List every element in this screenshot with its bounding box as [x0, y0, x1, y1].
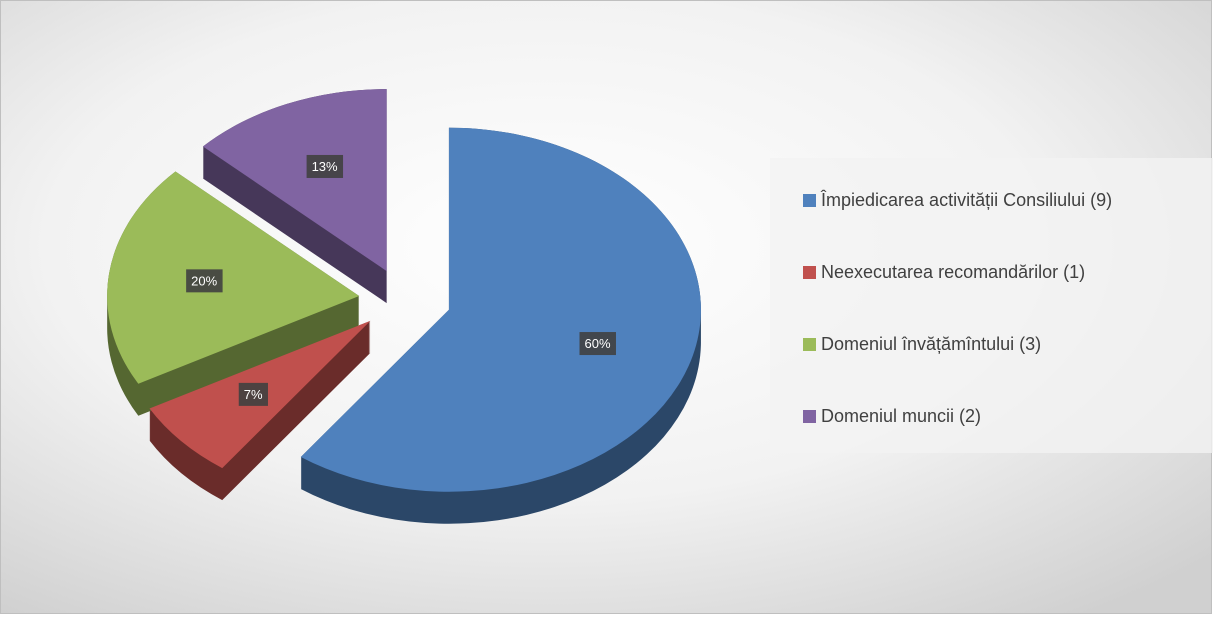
- data-label: 20%: [191, 273, 217, 288]
- data-labels: 60% 7% 20% 13%: [186, 154, 616, 406]
- legend-swatch: [803, 266, 816, 279]
- legend-label: Domeniul muncii (2): [821, 406, 981, 426]
- data-label: 7%: [244, 387, 263, 402]
- legend-swatch: [803, 338, 816, 351]
- slice: [300, 127, 701, 492]
- legend-swatch: [803, 410, 816, 423]
- data-label-box: [238, 382, 268, 406]
- slice: [202, 89, 387, 272]
- legend-swatch: [803, 194, 816, 207]
- legend: Împiedicarea activității Consiliului (9)…: [803, 190, 1112, 426]
- legend-label: Neexecutarea recomandărilor (1): [821, 262, 1085, 282]
- legend-panel: [770, 158, 1213, 453]
- slice: [107, 171, 360, 384]
- legend-label: Domeniul învățămîntului (3): [821, 334, 1041, 354]
- data-label-box: [306, 154, 344, 178]
- data-label-box: [579, 332, 616, 356]
- legend-label: Împiedicarea activității Consiliului (9): [820, 190, 1112, 210]
- data-label: 60%: [585, 336, 611, 351]
- data-label: 13%: [312, 159, 338, 174]
- data-label-box: [186, 269, 223, 293]
